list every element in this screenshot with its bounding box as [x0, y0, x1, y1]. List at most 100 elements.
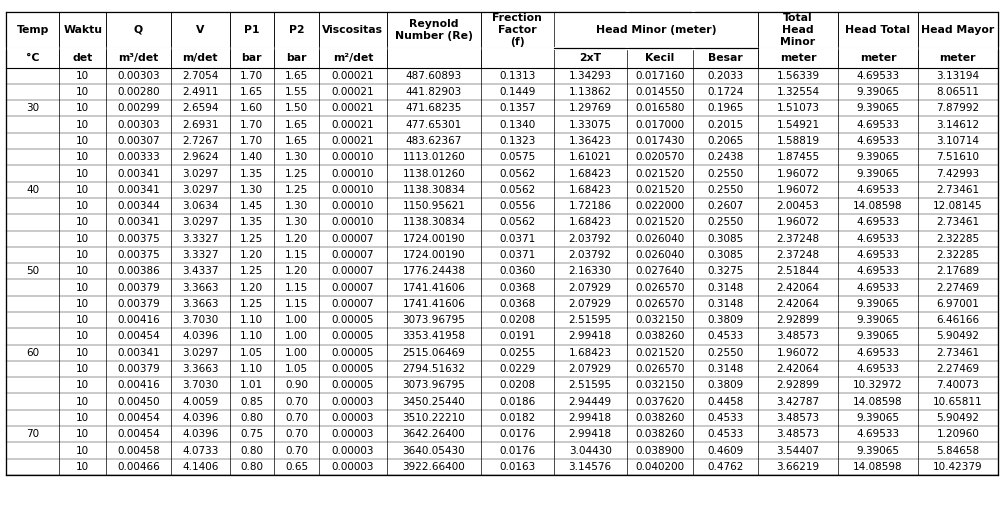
Text: V: V — [196, 25, 204, 35]
Text: 0.038260: 0.038260 — [635, 331, 684, 342]
Text: 4.69533: 4.69533 — [856, 348, 899, 358]
Text: 1724.00190: 1724.00190 — [403, 250, 465, 260]
Text: 0.038900: 0.038900 — [635, 445, 684, 456]
Text: 4.69533: 4.69533 — [856, 120, 899, 130]
Text: 0.00021: 0.00021 — [332, 103, 374, 113]
Text: Head Minor (meter): Head Minor (meter) — [596, 25, 717, 35]
Text: 14.08598: 14.08598 — [853, 397, 902, 407]
Text: 0.90: 0.90 — [285, 380, 308, 390]
Text: 2.92899: 2.92899 — [777, 380, 820, 390]
Text: 0.3148: 0.3148 — [708, 299, 744, 309]
Text: 9.39065: 9.39065 — [856, 103, 899, 113]
Text: 2.9624: 2.9624 — [182, 152, 218, 162]
Text: 1.65: 1.65 — [284, 136, 309, 146]
Text: meter: meter — [940, 53, 976, 63]
Text: 0.0562: 0.0562 — [499, 218, 536, 227]
Text: 0.00010: 0.00010 — [332, 201, 374, 211]
Text: 2.17689: 2.17689 — [937, 266, 979, 276]
Text: 0.00344: 0.00344 — [118, 201, 160, 211]
Text: 4.69533: 4.69533 — [856, 233, 899, 244]
Text: 2.27469: 2.27469 — [937, 364, 979, 374]
Text: 0.00003: 0.00003 — [332, 445, 374, 456]
Text: 1.55: 1.55 — [284, 87, 309, 97]
Text: Q: Q — [134, 25, 143, 35]
Text: 0.00333: 0.00333 — [118, 152, 160, 162]
Text: °C: °C — [26, 53, 39, 63]
Text: 10: 10 — [76, 397, 89, 407]
Text: meter: meter — [859, 53, 896, 63]
Text: 9.39065: 9.39065 — [856, 87, 899, 97]
Text: 1.10: 1.10 — [240, 364, 263, 374]
Text: 3.7030: 3.7030 — [182, 380, 218, 390]
Text: Head Total: Head Total — [845, 25, 911, 35]
Text: 1.35: 1.35 — [240, 218, 263, 227]
Text: 3.7030: 3.7030 — [182, 315, 218, 325]
Text: 0.70: 0.70 — [285, 397, 308, 407]
Text: 10: 10 — [76, 429, 89, 439]
Text: 1.00: 1.00 — [285, 348, 308, 358]
Text: 4.69533: 4.69533 — [856, 250, 899, 260]
Text: 4.69533: 4.69533 — [856, 185, 899, 195]
Text: 5.84658: 5.84658 — [937, 445, 979, 456]
Text: 1.20: 1.20 — [285, 266, 309, 276]
Text: 2.42064: 2.42064 — [777, 364, 819, 374]
Text: 0.0191: 0.0191 — [499, 331, 536, 342]
Text: 1150.95621: 1150.95621 — [402, 201, 465, 211]
Text: 0.020570: 0.020570 — [635, 152, 684, 162]
Text: 0.4533: 0.4533 — [708, 429, 744, 439]
Text: 1.20: 1.20 — [285, 233, 309, 244]
Text: 0.00454: 0.00454 — [118, 331, 160, 342]
Text: 3642.26400: 3642.26400 — [403, 429, 465, 439]
Text: 2.73461: 2.73461 — [937, 218, 979, 227]
Text: 4.69533: 4.69533 — [856, 136, 899, 146]
Text: 3.48573: 3.48573 — [777, 429, 820, 439]
Text: 0.1313: 0.1313 — [499, 71, 536, 81]
Text: 1.15: 1.15 — [284, 283, 309, 292]
Text: 3.04430: 3.04430 — [569, 445, 612, 456]
Text: 0.00005: 0.00005 — [332, 315, 374, 325]
Text: 4.0396: 4.0396 — [182, 429, 218, 439]
Text: 0.00450: 0.00450 — [118, 397, 160, 407]
Text: 0.80: 0.80 — [240, 413, 263, 423]
Text: 1.70: 1.70 — [240, 136, 263, 146]
Text: 3.66219: 3.66219 — [777, 462, 820, 472]
Text: 0.00005: 0.00005 — [332, 348, 374, 358]
Text: 0.0562: 0.0562 — [499, 168, 536, 179]
Text: 1.54921: 1.54921 — [777, 120, 820, 130]
Text: 0.00375: 0.00375 — [118, 233, 160, 244]
Text: 0.2550: 0.2550 — [708, 348, 744, 358]
Text: 0.00005: 0.00005 — [332, 380, 374, 390]
Text: 0.00010: 0.00010 — [332, 152, 374, 162]
Text: 10: 10 — [76, 218, 89, 227]
Text: 0.014550: 0.014550 — [635, 87, 684, 97]
Text: 10: 10 — [76, 331, 89, 342]
Text: 0.0368: 0.0368 — [499, 299, 536, 309]
Text: 3353.41958: 3353.41958 — [402, 331, 465, 342]
Text: 4.69533: 4.69533 — [856, 218, 899, 227]
Text: 0.65: 0.65 — [285, 462, 309, 472]
Text: 0.0575: 0.0575 — [499, 152, 536, 162]
Text: 0.00307: 0.00307 — [118, 136, 160, 146]
Text: 1.34293: 1.34293 — [569, 71, 612, 81]
Text: 0.00341: 0.00341 — [118, 348, 160, 358]
Text: 1.05: 1.05 — [285, 364, 309, 374]
Text: 0.2033: 0.2033 — [708, 71, 744, 81]
Text: 0.038260: 0.038260 — [635, 413, 684, 423]
Text: Kecil: Kecil — [645, 53, 674, 63]
Text: 4.0733: 4.0733 — [182, 445, 218, 456]
Text: 1.72186: 1.72186 — [569, 201, 612, 211]
Text: 1.25: 1.25 — [284, 168, 309, 179]
Text: 0.0368: 0.0368 — [499, 283, 536, 292]
Text: 1.33075: 1.33075 — [569, 120, 612, 130]
Text: 14.08598: 14.08598 — [853, 462, 902, 472]
Text: 10: 10 — [76, 185, 89, 195]
Text: 0.0163: 0.0163 — [499, 462, 536, 472]
Text: 0.3148: 0.3148 — [708, 364, 744, 374]
Text: 1.25: 1.25 — [240, 266, 263, 276]
Text: 1.30: 1.30 — [285, 218, 309, 227]
Text: 1.51073: 1.51073 — [777, 103, 819, 113]
Text: 2.7054: 2.7054 — [182, 71, 218, 81]
Text: 0.00454: 0.00454 — [118, 429, 160, 439]
Text: 1.00: 1.00 — [285, 331, 308, 342]
Text: 1.30: 1.30 — [285, 201, 309, 211]
